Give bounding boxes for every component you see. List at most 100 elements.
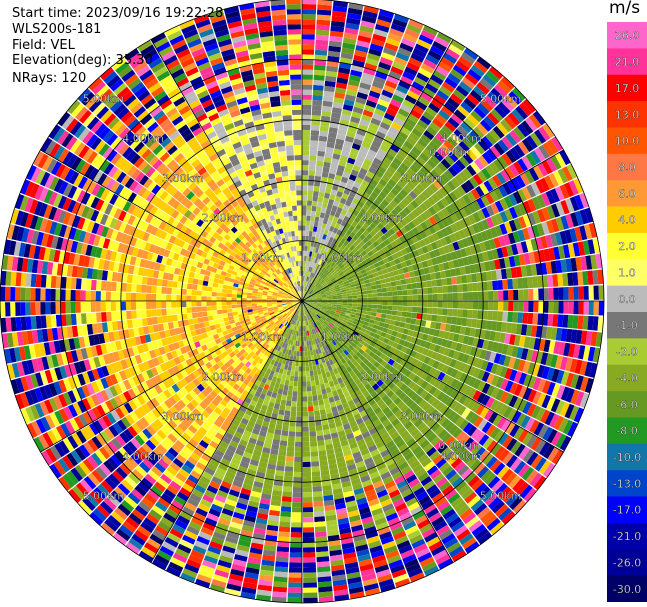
velocity-gate xyxy=(316,276,321,282)
velocity-gate xyxy=(323,398,330,405)
velocity-gate xyxy=(393,170,403,180)
velocity-gate xyxy=(303,305,307,311)
velocity-gate xyxy=(307,200,313,206)
velocity-gate xyxy=(353,181,361,189)
velocity-gate xyxy=(310,256,314,263)
velocity-gate xyxy=(381,174,391,183)
velocity-gate xyxy=(307,401,313,407)
velocity-gate xyxy=(407,424,417,434)
velocity-gate xyxy=(461,275,468,284)
velocity-gate xyxy=(347,576,362,585)
velocity-gate xyxy=(431,545,446,557)
velocity-gate xyxy=(363,263,370,269)
velocity-gate xyxy=(367,293,373,298)
velocity-gate xyxy=(300,301,302,306)
velocity-gate xyxy=(316,343,320,349)
velocity-gate xyxy=(423,130,435,141)
velocity-gate xyxy=(587,346,596,362)
velocity-gate xyxy=(433,248,441,257)
velocity-gate xyxy=(431,193,440,203)
velocity-gate xyxy=(332,442,342,449)
velocity-gate xyxy=(314,216,320,223)
velocity-gate xyxy=(550,188,560,203)
velocity-gate xyxy=(508,193,518,206)
velocity-gate xyxy=(406,203,416,212)
velocity-gate xyxy=(315,531,327,538)
velocity-gate xyxy=(415,360,424,369)
velocity-gate xyxy=(308,416,315,422)
velocity-gate xyxy=(303,557,316,563)
velocity-gate xyxy=(353,279,360,284)
velocity-gate xyxy=(440,158,452,169)
velocity-gate xyxy=(390,174,400,184)
velocity-gate xyxy=(432,213,442,223)
velocity-gate xyxy=(447,349,456,359)
velocity-gate xyxy=(429,183,439,193)
velocity-gate xyxy=(426,172,437,183)
velocity-gate xyxy=(406,437,416,448)
velocity-gate xyxy=(324,287,330,291)
velocity-gate xyxy=(531,224,540,238)
velocity-gate xyxy=(398,338,406,346)
velocity-gate xyxy=(403,206,412,215)
velocity-gate xyxy=(316,19,331,26)
velocity-gate xyxy=(405,497,418,507)
velocity-gate xyxy=(325,325,331,331)
velocity-gate xyxy=(275,398,282,405)
velocity-gate xyxy=(508,206,518,219)
velocity-gate xyxy=(482,339,490,350)
velocity-gate xyxy=(466,191,476,203)
velocity-gate xyxy=(339,155,349,162)
velocity-gate xyxy=(302,255,305,261)
velocity-gate xyxy=(510,323,518,334)
velocity-gate xyxy=(311,385,317,392)
velocity-gate xyxy=(470,499,484,512)
velocity-gate xyxy=(405,194,414,203)
velocity-gate xyxy=(396,166,406,176)
velocity-gate xyxy=(462,422,473,434)
velocity-gate xyxy=(452,284,458,293)
velocity-gate xyxy=(400,375,408,383)
velocity-gate xyxy=(326,182,333,190)
velocity-gate xyxy=(305,286,308,292)
velocity-gate xyxy=(579,392,590,408)
velocity-gate xyxy=(292,391,298,397)
velocity-gate xyxy=(342,296,348,299)
velocity-gate xyxy=(376,237,384,245)
velocity-gate xyxy=(357,382,365,390)
velocity-gate xyxy=(393,117,405,127)
velocity-gate xyxy=(293,330,296,336)
velocity-gate xyxy=(472,367,481,379)
velocity-gate xyxy=(316,283,321,288)
velocity-gate xyxy=(435,132,447,144)
velocity-gate xyxy=(305,315,308,321)
velocity-gate xyxy=(490,227,498,238)
velocity-gate xyxy=(462,512,477,525)
velocity-gate xyxy=(377,98,390,108)
velocity-gate xyxy=(345,566,360,575)
velocity-gate xyxy=(299,351,302,357)
velocity-gate xyxy=(337,298,343,301)
velocity-gate xyxy=(377,305,383,310)
velocity-gate xyxy=(317,270,322,276)
velocity-gate xyxy=(428,328,435,336)
velocity-gate xyxy=(553,170,564,186)
velocity-gate xyxy=(400,430,410,439)
velocity-gate xyxy=(376,222,384,230)
velocity-gate xyxy=(445,205,455,215)
velocity-gate xyxy=(307,299,313,301)
velocity-gate xyxy=(498,507,512,521)
velocity-gate xyxy=(457,309,463,318)
velocity-gate xyxy=(547,313,554,327)
velocity-gate xyxy=(402,266,409,274)
velocity-gate xyxy=(351,478,362,486)
velocity-gate xyxy=(277,414,284,421)
velocity-gate xyxy=(295,340,298,347)
velocity-gate xyxy=(355,325,362,331)
velocity-gate xyxy=(337,360,344,367)
velocity-gate xyxy=(310,130,320,136)
velocity-gate xyxy=(303,291,306,297)
velocity-gate xyxy=(337,301,343,303)
velocity-gate xyxy=(467,440,478,452)
velocity-gate xyxy=(331,270,338,276)
